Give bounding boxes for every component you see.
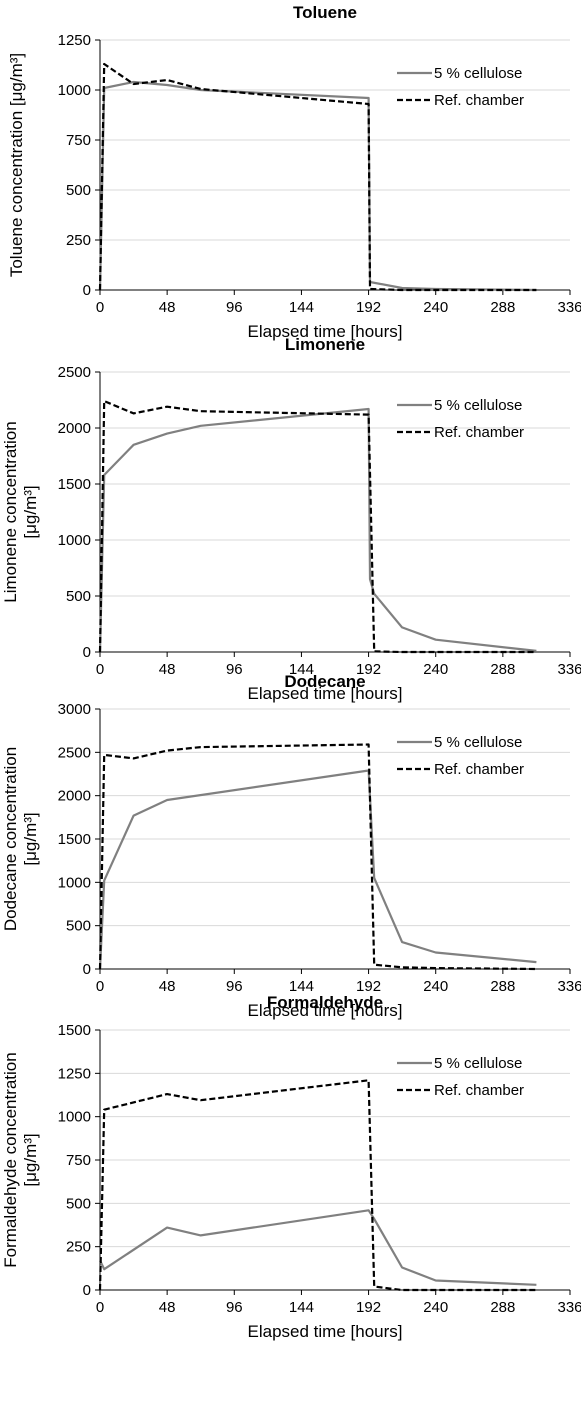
series-line-2 bbox=[98, 1079, 537, 1292]
y-tick-label: 0 bbox=[83, 961, 91, 978]
x-tick-label: 144 bbox=[289, 299, 314, 316]
y-axis-label: Formaldehyde concentration bbox=[1, 1052, 20, 1267]
y-tick-label: 1500 bbox=[58, 476, 91, 493]
series-line-1 bbox=[98, 80, 537, 292]
x-tick-label: 96 bbox=[226, 299, 243, 316]
y-axis-label: Limonene concentration bbox=[1, 421, 20, 602]
y-tick-label: 1000 bbox=[58, 532, 91, 549]
y-tick-label: 2000 bbox=[58, 788, 91, 805]
y-tick-label: 2500 bbox=[58, 364, 91, 381]
y-tick-label: 500 bbox=[66, 1195, 91, 1212]
x-tick-label: 96 bbox=[226, 978, 243, 995]
x-tick-label: 240 bbox=[423, 299, 448, 316]
series-line-1 bbox=[98, 769, 537, 970]
y-tick-label: 1500 bbox=[58, 1022, 91, 1039]
x-tick-label: 192 bbox=[356, 1299, 381, 1316]
x-tick-label: 336 bbox=[557, 299, 581, 316]
y-tick-label: 750 bbox=[66, 132, 91, 149]
series-line-2 bbox=[98, 743, 537, 971]
legend-label: Ref. chamber bbox=[434, 424, 524, 441]
legend-label: 5 % cellulose bbox=[434, 1055, 522, 1072]
x-tick-label: 336 bbox=[557, 978, 581, 995]
y-tick-label: 250 bbox=[66, 1239, 91, 1256]
y-tick-label: 0 bbox=[83, 282, 91, 299]
series-line-1 bbox=[99, 1209, 537, 1286]
y-tick-label: 750 bbox=[66, 1152, 91, 1169]
legend-label: Ref. chamber bbox=[434, 761, 524, 778]
chart-2: Limonene 0 500 1000 1500 2000 2500 0 48 96 144 192 2… bbox=[1, 335, 581, 703]
legend-label: Ref. chamber bbox=[434, 1082, 524, 1099]
x-tick-label: 0 bbox=[96, 978, 104, 995]
series-line-2 bbox=[98, 400, 537, 654]
x-tick-label: 144 bbox=[289, 1299, 314, 1316]
y-axis-label: [μg/m³] bbox=[21, 485, 40, 538]
x-tick-label: 192 bbox=[356, 661, 381, 678]
y-tick-label: 0 bbox=[83, 644, 91, 661]
x-tick-label: 96 bbox=[226, 661, 243, 678]
y-tick-label: 1500 bbox=[58, 831, 91, 848]
x-tick-label: 0 bbox=[96, 299, 104, 316]
y-tick-label: 2500 bbox=[58, 744, 91, 761]
x-tick-label: 0 bbox=[96, 661, 104, 678]
x-tick-label: 288 bbox=[490, 661, 515, 678]
series-line-2 bbox=[98, 62, 537, 292]
chart-title: Dodecane bbox=[284, 672, 365, 691]
x-axis-label: Elapsed time [hours] bbox=[248, 1322, 403, 1341]
y-axis-label: Toluene concentration [μg/m³] bbox=[7, 53, 26, 277]
x-axis-label: Elapsed time [hours] bbox=[248, 322, 403, 341]
chart-4: Formaldehyde 0 250 500 750 1000 1250 1500 0 48 96 1… bbox=[1, 993, 581, 1341]
chart-title: Limonene bbox=[285, 335, 365, 354]
x-tick-label: 288 bbox=[490, 299, 515, 316]
chart-title: Formaldehyde bbox=[267, 993, 383, 1012]
y-tick-label: 250 bbox=[66, 232, 91, 249]
legend-label: 5 % cellulose bbox=[434, 65, 522, 82]
x-tick-label: 240 bbox=[423, 1299, 448, 1316]
x-tick-label: 192 bbox=[356, 978, 381, 995]
x-tick-label: 48 bbox=[159, 1299, 176, 1316]
x-tick-label: 288 bbox=[490, 978, 515, 995]
x-tick-label: 48 bbox=[159, 978, 176, 995]
y-tick-label: 500 bbox=[66, 182, 91, 199]
y-axis-label: [μg/m³] bbox=[21, 1133, 40, 1186]
x-tick-label: 240 bbox=[423, 661, 448, 678]
x-tick-label: 288 bbox=[490, 1299, 515, 1316]
y-axis-label: Dodecane concentration bbox=[1, 747, 20, 931]
x-tick-label: 48 bbox=[159, 661, 176, 678]
chart-3: Dodecane 0 500 1000 1500 2000 2500 3000 0 48 96 144… bbox=[1, 672, 581, 1020]
x-tick-label: 240 bbox=[423, 978, 448, 995]
x-tick-label: 336 bbox=[557, 1299, 581, 1316]
legend-label: Ref. chamber bbox=[434, 92, 524, 109]
legend-label: 5 % cellulose bbox=[434, 734, 522, 751]
y-tick-label: 1250 bbox=[58, 32, 91, 49]
y-tick-label: 500 bbox=[66, 918, 91, 935]
y-axis-label: [μg/m³] bbox=[21, 812, 40, 865]
y-tick-label: 0 bbox=[83, 1282, 91, 1299]
x-tick-label: 192 bbox=[356, 299, 381, 316]
y-tick-label: 1250 bbox=[58, 1065, 91, 1082]
x-tick-label: 144 bbox=[289, 978, 314, 995]
x-tick-label: 96 bbox=[226, 1299, 243, 1316]
x-axis-label: Elapsed time [hours] bbox=[248, 684, 403, 703]
x-tick-label: 336 bbox=[557, 661, 581, 678]
x-tick-label: 0 bbox=[96, 1299, 104, 1316]
y-tick-label: 3000 bbox=[58, 701, 91, 718]
x-tick-label: 144 bbox=[289, 661, 314, 678]
y-tick-label: 2000 bbox=[58, 420, 91, 437]
y-tick-label: 500 bbox=[66, 588, 91, 605]
series-line-1 bbox=[98, 407, 537, 653]
x-axis-label: Elapsed time [hours] bbox=[248, 1001, 403, 1020]
x-tick-label: 48 bbox=[159, 299, 176, 316]
chart-1: Toluene 0 250 500 750 1000 1250 0 48 96 144 192 240 2… bbox=[7, 3, 581, 341]
y-tick-label: 1000 bbox=[58, 82, 91, 99]
y-tick-label: 1000 bbox=[58, 874, 91, 891]
y-tick-label: 1000 bbox=[58, 1109, 91, 1126]
legend-label: 5 % cellulose bbox=[434, 397, 522, 414]
chart-title: Toluene bbox=[293, 3, 357, 22]
